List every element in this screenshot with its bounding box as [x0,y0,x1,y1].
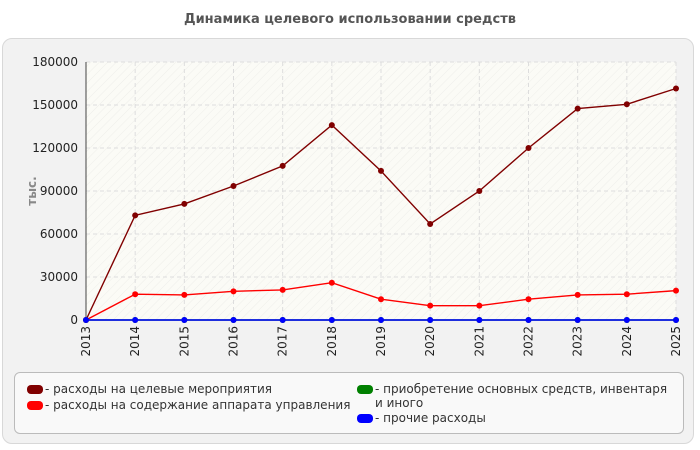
data-point [378,317,384,323]
data-point [673,85,679,92]
data-point [476,302,483,309]
data-point [328,122,335,129]
data-point [230,288,237,295]
legend-label: - расходы на целевые мероприятия [45,382,272,396]
legend: - расходы на целевые мероприятия - расхо… [14,372,684,434]
data-point [574,317,581,323]
x-tick-label: 2018 [325,326,339,357]
data-point [181,200,188,207]
series-lines [83,85,679,323]
x-tick-label: 2021 [472,326,486,357]
data-point [673,287,679,294]
data-point [132,212,139,219]
data-point [132,291,139,298]
y-tick-label: 90000 [40,184,78,198]
data-point [279,286,286,293]
legend-item-target-events: - расходы на целевые мероприятия [27,382,272,396]
data-point [623,317,630,323]
data-point [181,317,188,323]
data-point [574,105,581,112]
x-tick-label: 2019 [374,326,388,357]
y-tick-label: 0 [70,313,78,327]
x-tick-label: 2023 [571,326,585,357]
x-tick-label: 2017 [276,326,290,357]
data-point [476,188,483,194]
data-point [427,317,434,323]
legend-swatch [357,414,373,423]
y-tick-label: 150000 [32,98,78,112]
y-axis-label: тыс. [25,176,39,205]
data-point [378,296,384,303]
x-tick-label: 2020 [423,326,437,357]
x-tick-label: 2014 [128,326,142,357]
data-point [328,317,335,323]
x-tick-label: 2016 [227,326,241,357]
data-point [476,317,483,323]
legend-label: - прочие расходы [375,411,486,425]
x-tick-label: 2022 [522,326,536,357]
data-point [525,317,532,323]
data-point [427,220,434,227]
x-tick-label: 2015 [177,326,191,357]
data-point [83,317,89,323]
legend-swatch [27,385,43,394]
data-point [181,291,188,298]
data-point [525,296,532,303]
y-tick-label: 180000 [32,55,78,69]
legend-swatch [27,401,43,410]
legend-swatch [357,385,373,394]
legend-item-admin-expenses: - расходы на содержание аппарата управле… [27,398,350,412]
data-point [525,145,532,151]
data-point [328,279,335,286]
x-tick-label: 2025 [669,326,683,357]
data-point [574,291,581,298]
data-point [623,291,630,298]
legend-label: - расходы на содержание аппарата управле… [45,398,351,412]
chart-title: Динамика целевого использовании средств [184,12,516,27]
legend-label: - приобретение основных средств, инвента… [375,382,668,410]
data-point [230,317,237,323]
x-tick-label: 2013 [79,326,93,357]
legend-item-fixed-assets: - приобретение основных средств, инвента… [357,382,675,410]
data-point [230,182,237,189]
x-tick-labels: 2013 2014 2015 2016 2017 2018 2019 2020 2021 2022… [79,326,683,357]
y-tick-label: 60000 [40,227,78,241]
y-tick-label: 30000 [40,270,78,284]
data-point [673,317,679,323]
y-tick-label: 120000 [32,141,78,155]
data-point [279,162,286,169]
data-point [279,317,286,323]
data-point [378,167,384,174]
data-point [132,317,139,323]
y-tick-labels: 0 30000 60000 90000 120000 150000 180000 [32,55,78,327]
legend-item-other-expenses: - прочие расходы [357,411,486,425]
data-point [427,302,434,309]
data-point [623,101,630,108]
x-tick-label: 2024 [620,326,634,357]
